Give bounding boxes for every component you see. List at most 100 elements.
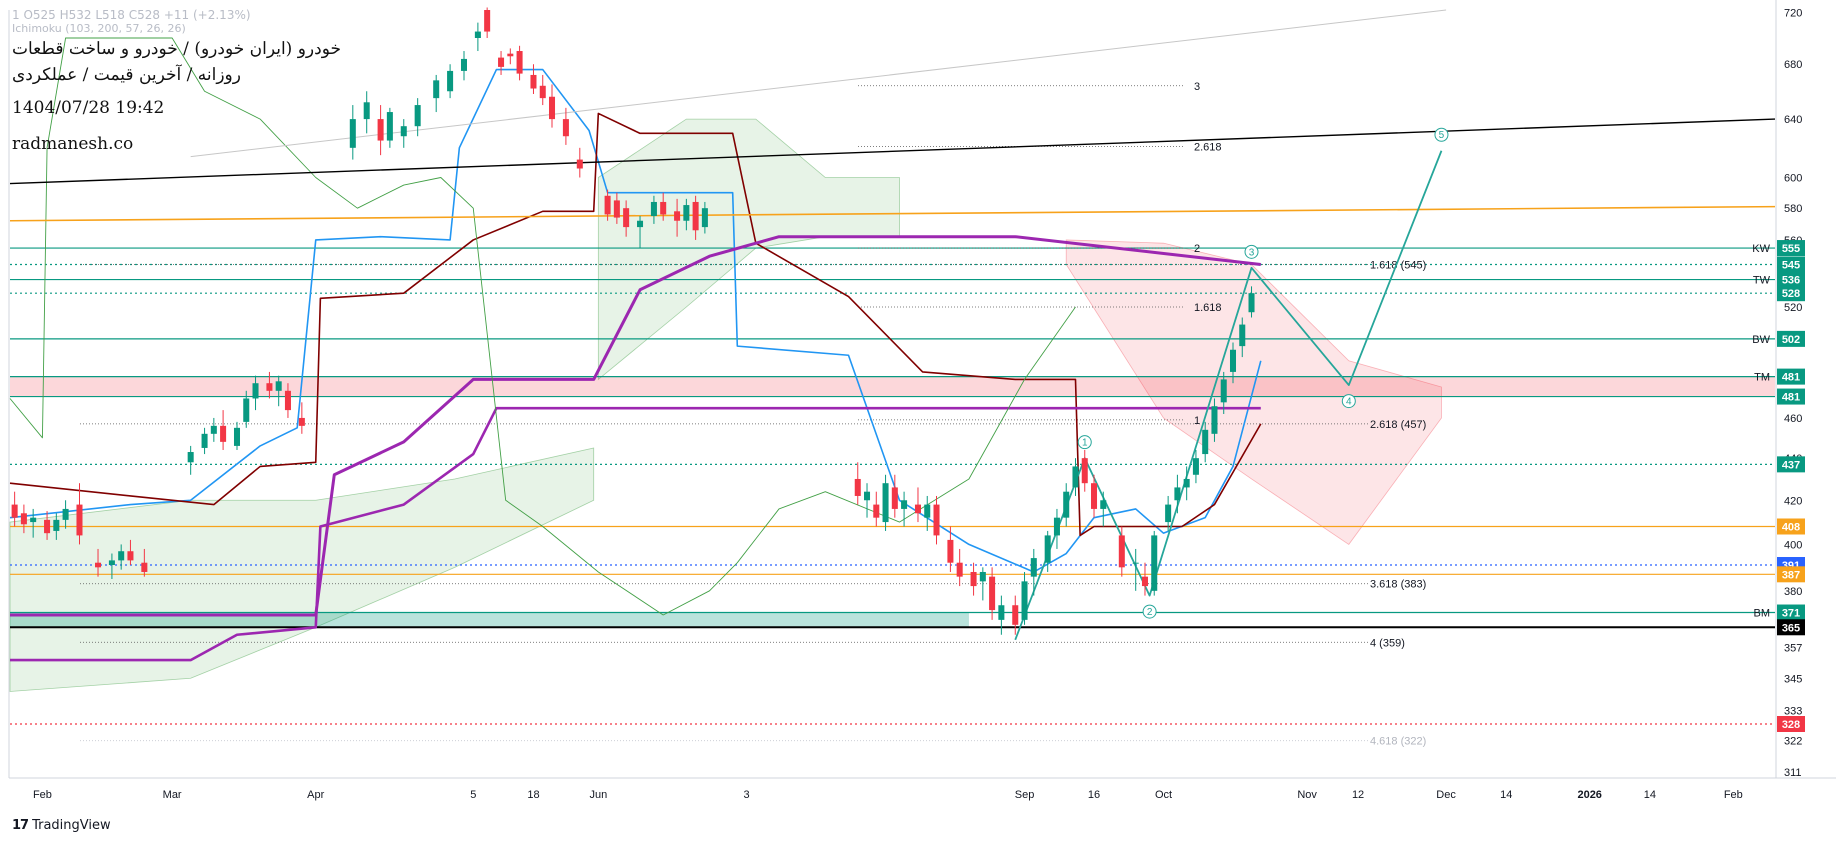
candle [998, 595, 1005, 635]
price-axis-badge [1777, 456, 1805, 473]
price-axis-tick: 333 [1784, 705, 1802, 717]
candle-body [701, 208, 708, 228]
candle-body [1053, 517, 1060, 536]
price-axis-tick: 322 [1784, 736, 1802, 748]
ichimoku-cloud-green [597, 118, 900, 381]
candle-body [1174, 487, 1181, 501]
candle [1100, 491, 1107, 527]
candle [613, 192, 620, 224]
candle-body [947, 539, 954, 563]
candle [637, 216, 644, 249]
fib-level-label: 2.618 (457) [1370, 419, 1426, 431]
candle-body [210, 425, 217, 434]
time-axis-tick: Feb [33, 789, 52, 801]
candle-body [233, 427, 241, 446]
candle-body [873, 504, 880, 518]
candle [1021, 571, 1028, 625]
price-axis-tick: 400 [1784, 539, 1802, 551]
candle [76, 483, 83, 545]
price-axis-tick: 600 [1784, 172, 1802, 184]
candle-body [1118, 535, 1125, 568]
time-axis-tick: 2026 [1577, 789, 1601, 801]
candle-body [891, 487, 898, 509]
candle [882, 474, 889, 531]
price-axis-badge [1777, 271, 1805, 288]
price-axis-tick: 345 [1784, 673, 1802, 685]
candle-body [1100, 500, 1107, 509]
candle-body [62, 508, 69, 520]
tradingview-brand[interactable]: 17 TradingView [12, 818, 111, 833]
fib-level-label: 4.618 (322) [1370, 736, 1426, 748]
candle-body [127, 551, 134, 561]
candle-body [539, 85, 546, 99]
candle [1141, 562, 1148, 596]
price-axis-badge [1777, 518, 1805, 535]
fib-level-label: 4 (359) [1370, 637, 1405, 649]
candle-body [1081, 458, 1088, 484]
candle [1053, 508, 1060, 549]
price-axis-badge [1777, 285, 1805, 302]
candle-body [637, 220, 644, 228]
candle-body [252, 383, 259, 399]
candle [62, 500, 69, 529]
candle-body [30, 517, 37, 523]
candle-body [1141, 576, 1148, 587]
candle [484, 7, 491, 39]
candle [1248, 286, 1255, 318]
time-axis-tick: Sep [1015, 789, 1035, 801]
candle-body [901, 500, 908, 509]
candle [1091, 474, 1098, 518]
candle-body [613, 200, 620, 218]
candle-body [363, 102, 370, 120]
candle [1239, 317, 1246, 358]
candle-body [243, 398, 250, 422]
fib-level-label: 3.618 (383) [1370, 579, 1426, 591]
candle-body [516, 51, 523, 74]
candle [11, 491, 18, 527]
fib-level-label: 3 [1194, 81, 1200, 93]
candle-body [1021, 581, 1028, 620]
price-level-tag: TM [1754, 372, 1770, 384]
price-axis-badge-text: 437 [1782, 459, 1800, 471]
candle [530, 64, 537, 94]
candle-body [882, 483, 889, 523]
fib-level-label: 2 [1194, 243, 1200, 255]
candle-body [530, 74, 537, 89]
candle-body [683, 205, 690, 221]
candle-body [604, 195, 611, 215]
price-axis-tick: 720 [1784, 8, 1802, 20]
candle [498, 51, 505, 75]
candle [447, 64, 454, 99]
candle-body [854, 478, 861, 496]
price-axis-badge-text: 536 [1782, 275, 1800, 287]
candle [433, 74, 440, 113]
candle [118, 544, 125, 570]
candle-body [674, 211, 681, 221]
candle-body [1063, 491, 1070, 518]
time-axis-tick: Apr [307, 789, 324, 801]
candle-body [377, 119, 384, 141]
candle [20, 504, 27, 534]
price-axis-badge-text: 481 [1782, 372, 1800, 384]
candle [220, 410, 227, 450]
candle [1220, 371, 1227, 415]
price-axis-badge-text: 545 [1782, 260, 1800, 272]
candle-body [433, 80, 440, 99]
candle [108, 553, 115, 580]
candle-body [1012, 605, 1019, 625]
candle [284, 383, 291, 418]
candle-body [275, 381, 282, 391]
candle-body [53, 519, 60, 531]
candle-body [1211, 406, 1218, 434]
price-axis-badge [1777, 604, 1805, 621]
price-axis-badge-text: 555 [1782, 243, 1800, 255]
price-axis-tick: 580 [1784, 203, 1802, 215]
candle [30, 508, 37, 538]
candle [924, 495, 931, 531]
candle-body [298, 417, 305, 426]
candle [604, 189, 611, 221]
candle-body [924, 504, 931, 518]
candle-body [187, 452, 194, 463]
